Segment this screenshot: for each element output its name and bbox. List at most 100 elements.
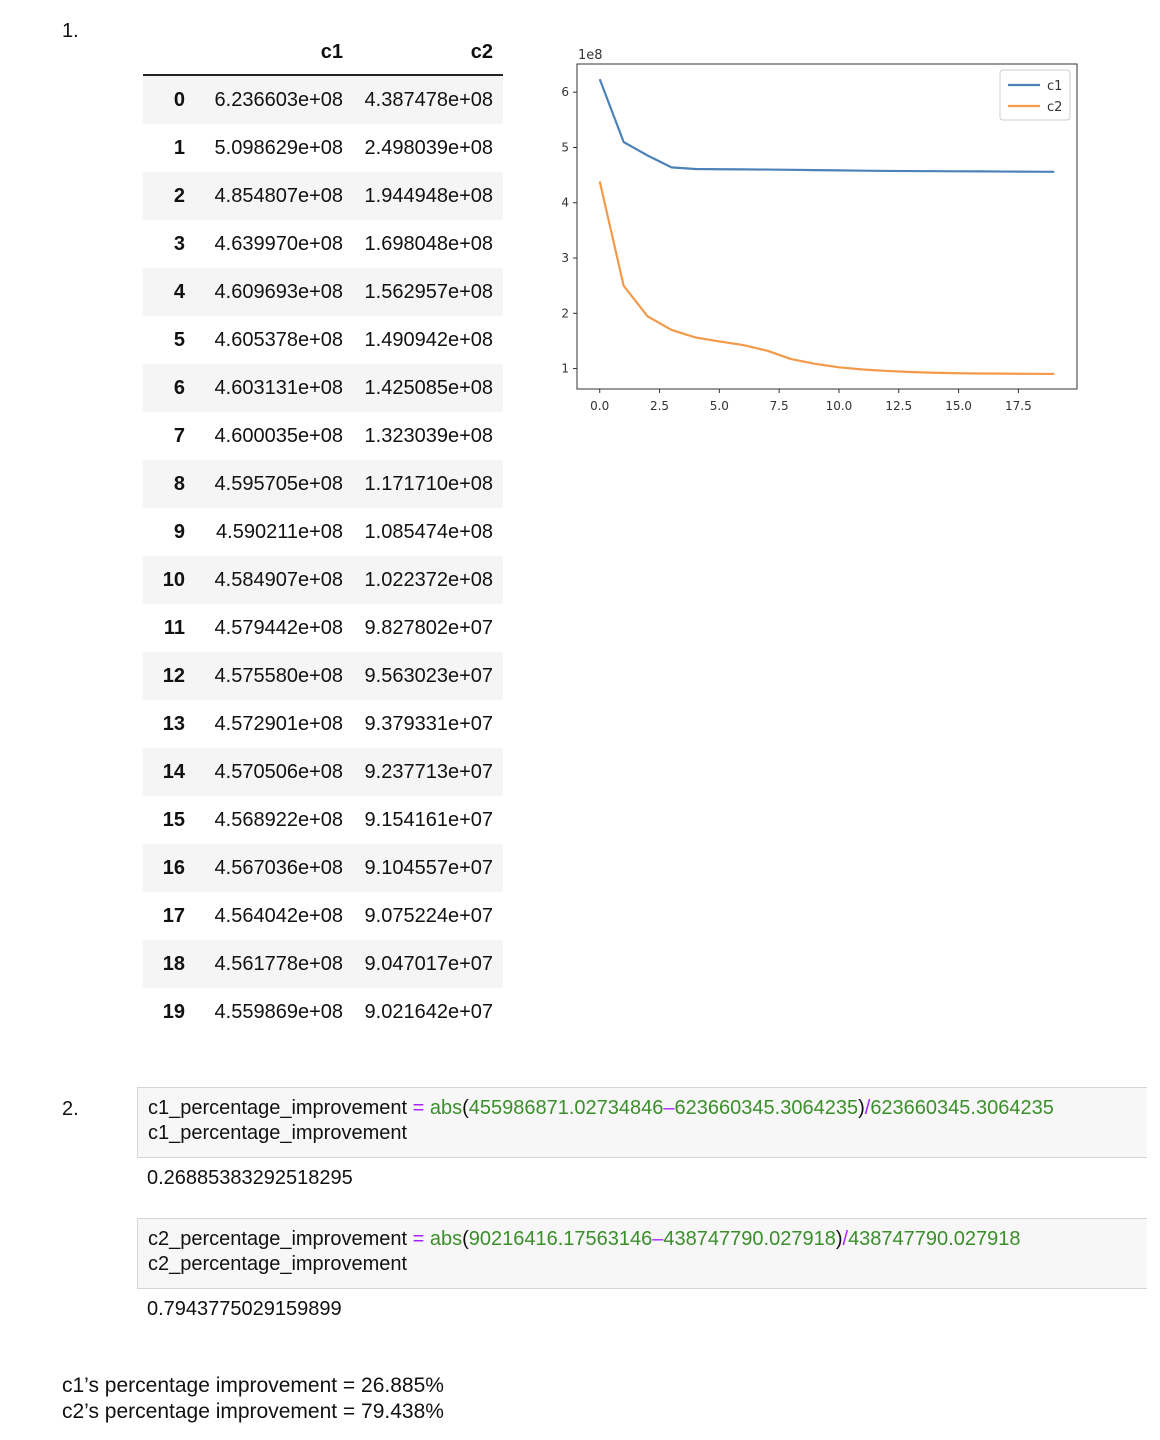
code-number: 90216416.17563146	[468, 1228, 653, 1250]
y-tick-label: 4	[561, 196, 569, 210]
dataframe-table: c1 c2 0 6.236603e+08 4.387478e+08 1 5.098629…	[143, 30, 503, 1036]
table-row: 4 4.609693e+08 1.562957e+08	[143, 268, 503, 316]
row-index: 11	[163, 616, 185, 639]
y-tick-label: 3	[561, 251, 569, 265]
cell-c2: 9.237713e+07	[364, 760, 493, 783]
cell-c1: 4.854807e+08	[214, 184, 343, 207]
legend-label-c1: c1	[1047, 79, 1062, 94]
cell-c1: 4.609693e+08	[214, 280, 343, 303]
row-index: 19	[162, 1000, 185, 1023]
code-line: c1_percentage_improvement	[148, 1122, 408, 1144]
row-index: 16	[162, 856, 185, 879]
row-index: 2	[173, 184, 185, 207]
x-tick-label: 7.5	[770, 399, 789, 413]
cell-c1: 4.575580e+08	[214, 664, 343, 687]
code-line: c1_percentage_improvement = abs(45598687…	[148, 1096, 1147, 1121]
cell-c1: 4.570506e+08	[214, 760, 343, 783]
code-function: abs	[429, 1097, 463, 1119]
y-tick-label: 1	[561, 362, 569, 376]
x-tick-label: 12.5	[885, 399, 912, 413]
cell-c1: 4.561778e+08	[214, 952, 343, 975]
code-number: 438747790.027918	[848, 1228, 1021, 1250]
code-cell-2[interactable]: c2_percentage_improvement = abs(90216416…	[137, 1218, 1147, 1289]
output-1: 0.26885383292518295	[147, 1167, 353, 1189]
table-row: 3 4.639970e+08 1.698048e+08	[143, 220, 503, 268]
code-number: 623660345.3064235	[674, 1097, 859, 1119]
x-tick-label: 5.0	[710, 399, 729, 413]
cell-c2: 2.498039e+08	[364, 136, 493, 159]
row-index: 17	[162, 904, 185, 927]
code-operator: =	[407, 1228, 430, 1250]
table-row: 9 4.590211e+08 1.085474e+08	[143, 508, 503, 556]
series-line-c2	[598, 181, 1055, 376]
summary-text: c1’s percentage improvement = 26.885% c2…	[62, 1373, 444, 1425]
table-row: 2 4.854807e+08 1.944948e+08	[143, 172, 503, 220]
code-variable: c1_percentage_improvement	[148, 1097, 408, 1119]
plot-frame	[576, 63, 1078, 390]
table-row: 19 4.559869e+08 9.021642e+07	[143, 988, 503, 1036]
section-1-number: 1.	[62, 20, 79, 42]
table-row: 13 4.572901e+08 9.379331e+07	[143, 700, 503, 748]
cell-c1: 4.603131e+08	[214, 376, 343, 399]
row-index: 10	[162, 568, 185, 591]
code-function: abs	[429, 1228, 463, 1250]
code-paren: )	[835, 1228, 843, 1250]
row-index: 9	[173, 520, 185, 543]
code-number: 455986871.02734846	[468, 1097, 664, 1119]
cell-c2: 9.047017e+07	[364, 952, 493, 975]
cell-c1: 4.564042e+08	[214, 904, 343, 927]
cell-c1: 4.579442e+08	[214, 616, 343, 639]
cell-c2: 9.021642e+07	[364, 1000, 493, 1023]
legend-box	[999, 69, 1071, 121]
table-row: 12 4.575580e+08 9.563023e+07	[143, 652, 503, 700]
row-index: 12	[162, 664, 185, 687]
row-index: 14	[162, 760, 185, 783]
table-row: 11 4.579442e+08 9.827802e+07	[143, 604, 503, 652]
code-number: 438747790.027918	[663, 1228, 836, 1250]
x-tick-label: 10.0	[826, 399, 853, 413]
code-line: c2_percentage_improvement = abs(90216416…	[148, 1227, 1147, 1252]
cell-c2: 9.154161e+07	[364, 808, 493, 831]
y-tick-label: 2	[561, 306, 569, 320]
cell-c2: 4.387478e+08	[364, 88, 493, 111]
cell-c2: 9.827802e+07	[364, 616, 493, 639]
x-tick-label: 2.5	[650, 399, 669, 413]
cell-c2: 9.563023e+07	[364, 664, 493, 687]
y-scale-label: 1e8	[578, 48, 603, 63]
table-row: 17 4.564042e+08 9.075224e+07	[143, 892, 503, 940]
table-header-row: c1 c2	[143, 30, 503, 76]
x-tick-label: 0.0	[590, 399, 609, 413]
code-line: c2_percentage_improvement	[148, 1253, 408, 1275]
cell-c1: 4.605378e+08	[214, 328, 343, 351]
cell-c1: 4.572901e+08	[214, 712, 343, 735]
legend-label-c2: c2	[1047, 100, 1062, 115]
cell-c1: 4.568922e+08	[214, 808, 343, 831]
cell-c2: 1.562957e+08	[364, 280, 493, 303]
code-cell-1[interactable]: c1_percentage_improvement = abs(45598687…	[137, 1087, 1147, 1158]
cell-c2: 1.944948e+08	[364, 184, 493, 207]
row-index: 6	[173, 376, 185, 399]
cell-c1: 4.590211e+08	[216, 520, 343, 543]
code-paren: (	[462, 1097, 469, 1119]
row-index: 5	[173, 328, 185, 351]
cell-c2: 1.171710e+08	[364, 472, 493, 495]
cell-c1: 6.236603e+08	[214, 88, 343, 111]
x-tick-label: 17.5	[1005, 399, 1032, 413]
table-row: 14 4.570506e+08 9.237713e+07	[143, 748, 503, 796]
row-index: 7	[173, 424, 185, 447]
row-index: 1	[173, 136, 185, 159]
code-operator: /	[842, 1228, 849, 1250]
code-paren: )	[858, 1097, 865, 1119]
code-operator: –	[663, 1097, 675, 1119]
cell-c1: 5.098629e+08	[214, 136, 343, 159]
table-row: 18 4.561778e+08 9.047017e+07	[143, 940, 503, 988]
cell-c2: 1.085474e+08	[364, 520, 493, 543]
row-index: 13	[162, 712, 185, 735]
cell-c2: 1.698048e+08	[364, 232, 493, 255]
cell-c2: 1.490942e+08	[364, 328, 493, 351]
code-number: 623660345.3064235	[870, 1097, 1054, 1119]
table-row: 16 4.567036e+08 9.104557e+07	[143, 844, 503, 892]
cell-c2: 9.379331e+07	[364, 712, 493, 735]
cell-c2: 1.022372e+08	[364, 568, 493, 591]
